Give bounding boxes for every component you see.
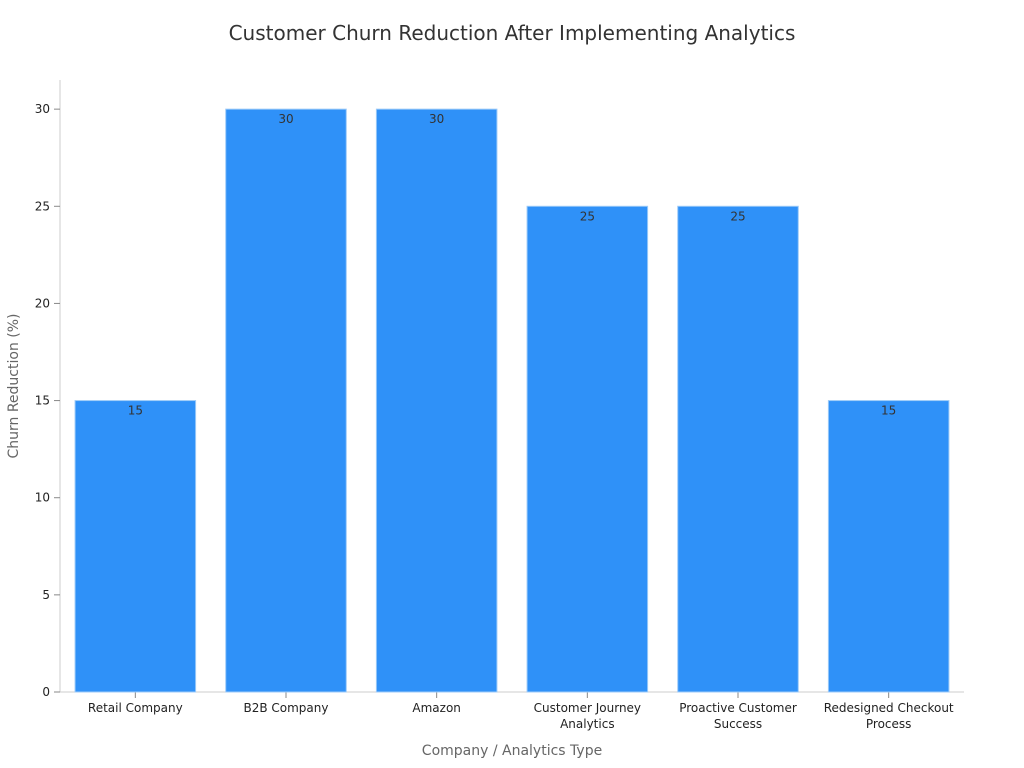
y-tick-label: 30 <box>35 102 50 116</box>
x-tick-label-line: Process <box>866 717 912 731</box>
x-tick-label-line: Success <box>714 717 762 731</box>
bar-value-label: 15 <box>128 404 143 418</box>
bars-group <box>74 108 950 693</box>
bar-value-label: 25 <box>730 209 745 223</box>
bar <box>827 400 950 693</box>
x-tick-label: Customer Journey Analytics <box>534 701 641 731</box>
bar <box>225 108 347 693</box>
y-axis: 0 5 10 15 20 25 30 <box>35 80 61 699</box>
x-tick-label: Proactive Customer Success <box>679 701 797 731</box>
x-axis: Retail Company B2B Company Amazon Customer … <box>60 691 964 731</box>
bar <box>375 108 498 693</box>
bar-value-label: 30 <box>278 112 293 126</box>
bar-labels-group: 15 30 30 25 25 15 <box>128 112 897 417</box>
bar <box>74 400 197 693</box>
y-tick-label: 5 <box>42 588 50 602</box>
x-tick-label-line: Customer Journey <box>534 701 641 715</box>
x-tick-label-line: B2B Company <box>243 701 328 715</box>
x-axis-title: Company / Analytics Type <box>422 743 602 759</box>
y-tick-label: 15 <box>35 394 50 408</box>
x-tick-label: Redesigned Checkout Process <box>824 701 954 731</box>
x-tick-label-line: Amazon <box>412 701 461 715</box>
bar-value-label: 25 <box>580 209 595 223</box>
x-tick-label-line: Retail Company <box>88 701 183 715</box>
y-tick-label: 20 <box>35 296 50 310</box>
y-axis-title: Churn Reduction (%) <box>6 313 22 458</box>
y-tick-label: 0 <box>42 685 50 699</box>
y-tick-label: 25 <box>35 199 50 213</box>
x-tick-label-line: Proactive Customer <box>679 701 797 715</box>
x-tick-label-line: Redesigned Checkout <box>824 701 954 715</box>
x-tick-label: Amazon <box>412 701 461 715</box>
bar-value-label: 15 <box>881 404 896 418</box>
x-tick-label: Retail Company <box>88 701 183 715</box>
x-tick-label-line: Analytics <box>560 717 615 731</box>
bar <box>526 205 649 693</box>
x-tick-label: B2B Company <box>243 701 328 715</box>
bar <box>677 205 799 693</box>
y-tick-label: 10 <box>35 491 50 505</box>
bar-value-label: 30 <box>429 112 444 126</box>
chart-title: Customer Churn Reduction After Implement… <box>229 21 796 45</box>
